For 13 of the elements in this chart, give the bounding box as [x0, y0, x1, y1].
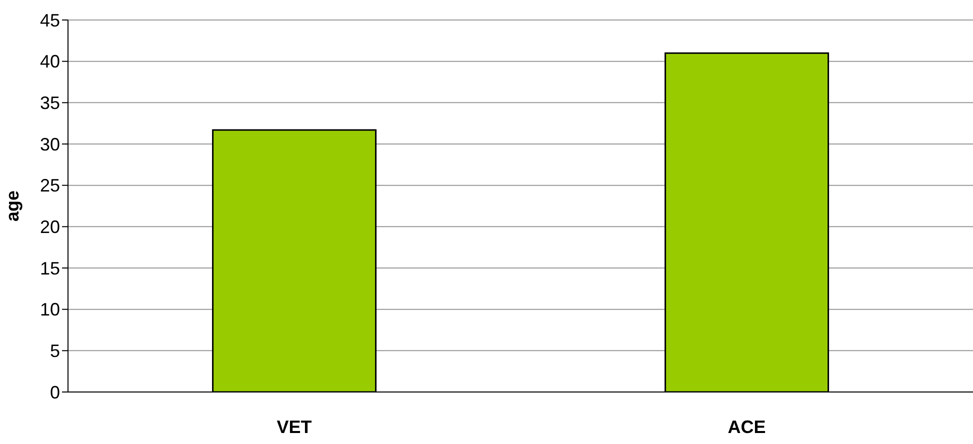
y-tick-label: 20	[40, 217, 60, 238]
y-tick-label: 0	[50, 382, 60, 402]
y-tick-label: 25	[40, 176, 60, 196]
y-tick-label: 35	[40, 93, 60, 114]
y-tick-label: 15	[40, 258, 60, 278]
y-axis-title: age	[2, 190, 22, 222]
y-tick-label: 45	[40, 10, 60, 30]
y-tick-label: 10	[40, 300, 60, 320]
y-tick-label: 40	[40, 52, 60, 72]
x-tick-label: VET	[276, 416, 312, 437]
x-tick-label: ACE	[728, 416, 766, 437]
y-tick-label: 5	[50, 341, 60, 362]
y-tick-label: 30	[40, 134, 60, 154]
